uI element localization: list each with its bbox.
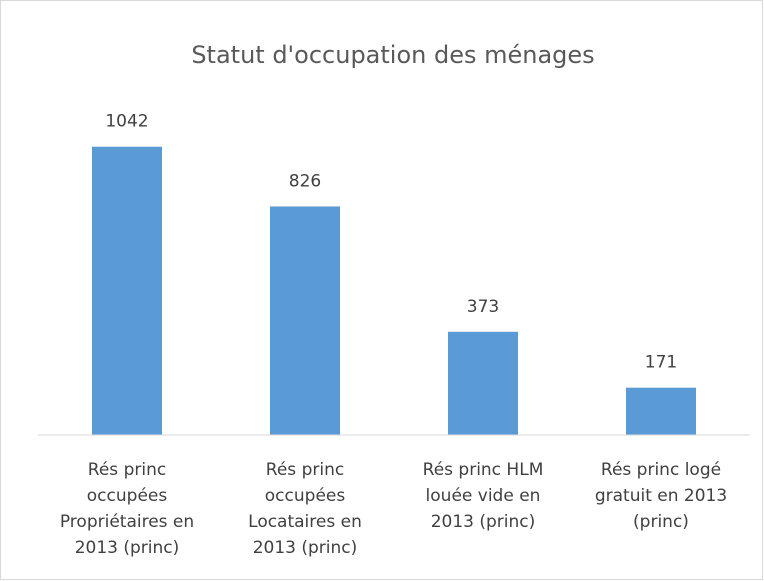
- x-tick-label: Rés princ occupées Locataires en 2013 (p…: [248, 460, 362, 558]
- data-label: 171: [645, 353, 677, 373]
- bar: [626, 387, 696, 435]
- data-label: 1042: [105, 112, 148, 132]
- bar: [92, 146, 162, 436]
- data-label: 373: [467, 297, 499, 317]
- data-label: 826: [289, 171, 321, 191]
- x-tick-label: Rés princ logé gratuit en 2013 (princ): [594, 460, 728, 532]
- bar: [270, 206, 340, 435]
- chart-title: Statut d'occupation des ménages: [191, 41, 594, 69]
- x-tick-label: Rés princ occupées Propriétaires en 2013…: [59, 460, 195, 558]
- x-tick-label: Rés princ HLM louée vide en 2013 (princ): [422, 460, 544, 532]
- bar: [448, 331, 518, 435]
